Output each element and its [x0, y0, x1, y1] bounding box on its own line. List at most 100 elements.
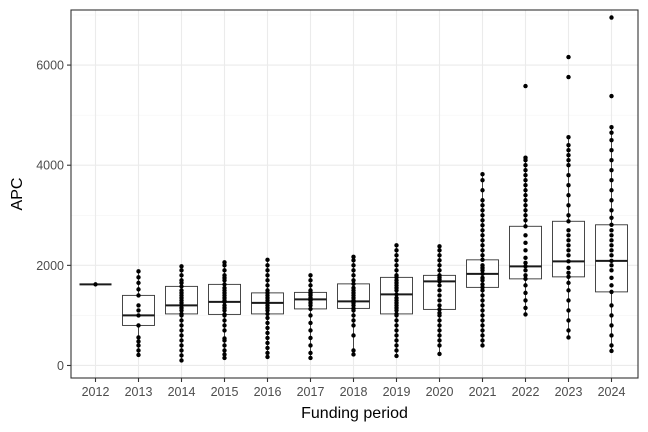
data-point: [222, 312, 227, 317]
data-point: [394, 338, 399, 343]
data-point: [222, 282, 227, 287]
data-point: [308, 350, 313, 356]
data-point: [609, 343, 614, 348]
data-point: [566, 274, 571, 280]
y-tick-label: 6000: [36, 59, 64, 73]
data-point: [265, 257, 270, 263]
data-point: [265, 340, 270, 346]
data-point: [523, 155, 528, 160]
data-point: [394, 248, 399, 253]
data-point: [480, 228, 485, 233]
data-point: [179, 273, 184, 278]
data-point: [437, 303, 442, 308]
data-point: [394, 243, 399, 248]
data-point: [523, 83, 528, 89]
data-point: [566, 193, 571, 198]
data-point: [523, 173, 528, 178]
data-point: [437, 338, 442, 343]
data-point: [609, 348, 614, 354]
data-point: [480, 188, 485, 193]
data-point: [222, 318, 227, 323]
data-point: [566, 238, 571, 243]
data-point: [179, 284, 184, 289]
x-tick-label: 2017: [297, 385, 325, 399]
data-point: [179, 348, 184, 353]
data-point: [609, 178, 614, 183]
data-point: [437, 273, 442, 278]
data-point: [136, 348, 141, 353]
data-point: [566, 54, 571, 60]
data-point: [222, 336, 227, 341]
data-point: [609, 283, 614, 288]
data-point: [437, 258, 442, 263]
data-point: [136, 269, 141, 274]
x-tick-label: 2021: [469, 385, 497, 399]
data-point: [523, 276, 528, 282]
data-point: [480, 338, 485, 343]
data-point: [437, 283, 442, 288]
data-point: [265, 311, 270, 317]
data-point: [437, 351, 442, 357]
data-point: [480, 248, 485, 253]
data-point: [566, 308, 571, 313]
data-point: [265, 320, 270, 326]
data-point: [566, 335, 571, 340]
x-tick-label: 2024: [598, 385, 626, 399]
data-point: [566, 163, 571, 168]
data-point: [523, 268, 528, 273]
data-point: [265, 273, 270, 278]
data-point: [566, 288, 571, 293]
data-point: [609, 258, 614, 264]
data-point: [179, 353, 184, 358]
data-point: [566, 328, 571, 333]
data-point: [222, 352, 227, 357]
data-point: [136, 275, 141, 280]
data-point: [480, 203, 485, 208]
data-point: [394, 328, 399, 333]
data-point: [351, 281, 356, 287]
data-point: [480, 303, 485, 308]
data-point: [351, 268, 356, 273]
data-point: [609, 222, 614, 227]
data-point: [437, 328, 442, 333]
data-point: [394, 333, 399, 338]
data-point: [480, 298, 485, 303]
x-tick-label: 2020: [426, 385, 454, 399]
data-point: [523, 305, 528, 311]
data-point: [179, 318, 184, 323]
data-point: [222, 343, 227, 348]
data-point: [394, 263, 399, 268]
y-axis: 0 2000 4000 6000: [36, 59, 71, 373]
data-point: [394, 273, 399, 278]
data-point: [480, 198, 485, 203]
data-point: [523, 298, 528, 303]
data-point: [351, 313, 356, 318]
data-point: [308, 320, 313, 326]
data-point: [265, 335, 270, 341]
data-point: [480, 223, 485, 228]
data-point: [179, 311, 184, 317]
data-point: [437, 318, 442, 323]
data-point: [609, 228, 614, 233]
data-point: [609, 233, 614, 238]
data-point: [437, 323, 442, 328]
data-point: [179, 333, 184, 338]
data-point: [265, 315, 270, 321]
data-point: [523, 208, 528, 213]
data-point: [351, 278, 356, 283]
x-tick-label: 2019: [383, 385, 411, 399]
data-point: [609, 313, 614, 318]
data-point: [394, 348, 399, 353]
data-point: [351, 258, 356, 263]
data-point: [136, 323, 141, 328]
data-point: [480, 178, 485, 183]
data-point: [265, 330, 270, 336]
data-point: [351, 285, 356, 291]
data-point: [609, 289, 614, 295]
data-point: [480, 308, 485, 313]
data-point: [523, 312, 528, 317]
data-point: [523, 198, 528, 203]
data-point: [437, 343, 442, 348]
data-point: [523, 224, 528, 229]
data-point: [437, 248, 442, 253]
